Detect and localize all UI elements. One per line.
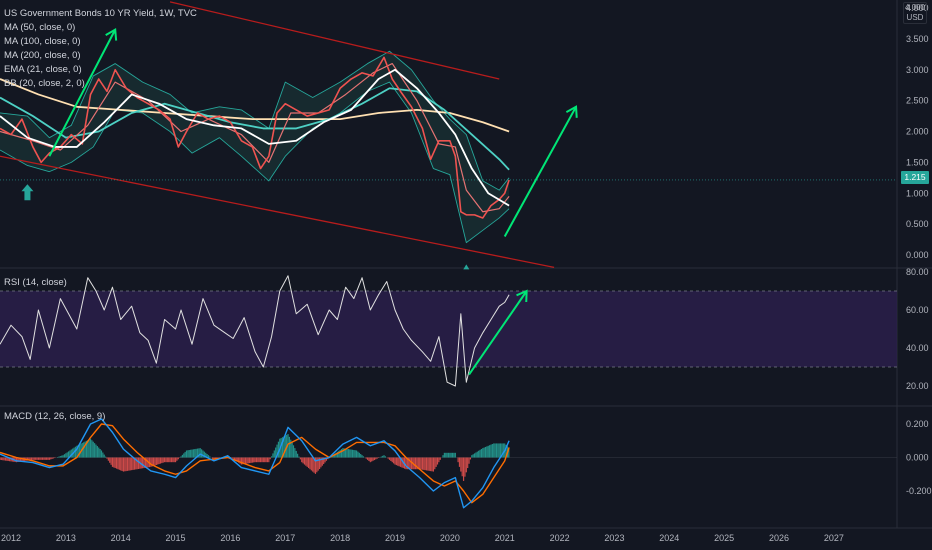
currency-label: USD bbox=[906, 13, 924, 22]
channel-line bbox=[169, 1, 500, 80]
rsi-band bbox=[0, 291, 897, 367]
time-axis-label: 2024 bbox=[659, 533, 679, 543]
rsi-axis-label: 40.00 bbox=[906, 343, 929, 353]
rsi-line bbox=[0, 275, 510, 387]
last-price-tag: 1.215 bbox=[901, 171, 929, 184]
trend-arrow bbox=[48, 29, 117, 157]
time-axis-label: 2017 bbox=[275, 533, 295, 543]
macd-legend[interactable]: MACD (12, 26, close, 9) bbox=[4, 411, 106, 422]
price-axis-label: 1.000 bbox=[906, 188, 929, 198]
rsi-trend-arrow-head bbox=[516, 289, 528, 303]
time-axis-label: 2013 bbox=[56, 533, 76, 543]
time-axis-label: 2026 bbox=[769, 533, 789, 543]
time-axis-label: 2027 bbox=[824, 533, 844, 543]
legend-ma100[interactable]: MA (100, close, 0) bbox=[4, 36, 81, 47]
rsi-axis-label: 60.00 bbox=[906, 305, 929, 315]
macd-axis-label: 0.200 bbox=[906, 419, 929, 429]
rsi-axis-label: 80.00 bbox=[906, 267, 929, 277]
time-axis-label: 2015 bbox=[166, 533, 186, 543]
time-axis-label: 2020 bbox=[440, 533, 460, 543]
channel-line bbox=[0, 155, 555, 268]
trend-arrow-head bbox=[105, 27, 118, 41]
time-axis-label: 2021 bbox=[495, 533, 515, 543]
trend-arrow bbox=[503, 106, 577, 237]
time-axis-label: 2014 bbox=[111, 533, 131, 543]
signal-small-marker bbox=[463, 264, 470, 270]
bb-upper-line bbox=[0, 50, 510, 191]
chart-title: US Government Bonds 10 YR Yield, 1W, TVC bbox=[4, 8, 197, 19]
price-axis-label: 3.500 bbox=[906, 34, 929, 44]
ma200-line bbox=[0, 78, 510, 133]
legend-ma200[interactable]: MA (200, close, 0) bbox=[4, 50, 81, 61]
price-axis-label: 1.500 bbox=[906, 157, 929, 167]
ema21-line bbox=[0, 62, 510, 213]
price-axis-label: 0.500 bbox=[906, 219, 929, 229]
rsi-trend-arrow bbox=[468, 290, 528, 376]
macd-axis-label: -0.200 bbox=[906, 486, 932, 496]
macd-axis-label: 0.000 bbox=[906, 453, 929, 463]
price-axis-label: 2.000 bbox=[906, 127, 929, 137]
price-line bbox=[0, 56, 510, 219]
macd-signal-line bbox=[0, 423, 510, 504]
time-axis-label: 2018 bbox=[330, 533, 350, 543]
price-axis-label: 3.000 bbox=[906, 65, 929, 75]
currency-value: 4.000 bbox=[904, 3, 926, 12]
rsi-legend[interactable]: RSI (14, close) bbox=[4, 277, 67, 288]
macd-line bbox=[0, 418, 510, 509]
rsi-axis-label: 20.00 bbox=[906, 381, 929, 391]
price-axis-label: 0.000 bbox=[906, 250, 929, 260]
price-axis-label: 2.500 bbox=[906, 96, 929, 106]
time-axis-label: 2019 bbox=[385, 533, 405, 543]
time-axis-label: 2025 bbox=[714, 533, 734, 543]
bb-lower-line bbox=[0, 81, 510, 244]
legend-bb[interactable]: BB (20, close, 2, 0) bbox=[4, 78, 85, 89]
ma50-line bbox=[0, 68, 510, 207]
legend-ma50[interactable]: MA (50, close, 0) bbox=[4, 22, 76, 33]
currency-badge[interactable]: 4.000 USD bbox=[903, 2, 927, 24]
signal-up-marker bbox=[21, 184, 34, 201]
time-axis-label: 2023 bbox=[604, 533, 624, 543]
time-axis-label: 2022 bbox=[550, 533, 570, 543]
trend-arrow-head bbox=[565, 105, 578, 118]
time-axis-label: 2012 bbox=[1, 533, 21, 543]
time-axis-label: 2016 bbox=[220, 533, 240, 543]
main-legend: US Government Bonds 10 YR Yield, 1W, TVC… bbox=[4, 7, 197, 91]
price-axis-label: 4.000 bbox=[906, 3, 929, 13]
legend-ema21[interactable]: EMA (21, close, 0) bbox=[4, 64, 82, 75]
